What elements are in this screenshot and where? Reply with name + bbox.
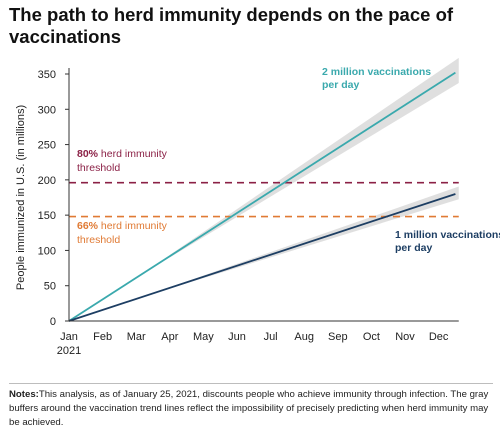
threshold-label-percent: 66% (77, 220, 99, 232)
threshold-label-line2: threshold (77, 234, 120, 246)
series-label-1: per day (322, 79, 360, 91)
line-series-1 (68, 71, 456, 322)
notes: Notes:This analysis, as of January 25, 2… (9, 383, 493, 430)
x-tick-label: Aug (294, 331, 314, 343)
x-tick-label: Nov (395, 331, 415, 343)
notes-text: This analysis, as of January 25, 2021, d… (9, 389, 489, 428)
notes-label: Notes: (9, 389, 39, 400)
y-tick-label: 350 (38, 69, 56, 81)
x-tick-label-year: 2021 (57, 345, 81, 357)
series-lines (68, 71, 456, 322)
threshold-lines (69, 181, 459, 218)
y-tick-label: 0 (50, 316, 56, 328)
series-label-2: per day (395, 242, 433, 254)
x-tick-label: Apr (161, 331, 178, 343)
y-tick-label: 50 (44, 281, 56, 293)
band-series-1 (169, 57, 459, 258)
series-label-2: 1 million vaccinations (395, 229, 500, 241)
threshold-label-line2: threshold (77, 162, 120, 174)
band-series-2 (169, 186, 459, 289)
x-tick-label: Dec (429, 331, 449, 343)
x-tick-label: Sep (328, 331, 348, 343)
x-tick-label: Oct (363, 331, 380, 343)
x-tick-label: Feb (93, 331, 112, 343)
y-axis-title: People immunized in U.S. (in millions) (15, 105, 27, 290)
threshold-label-2: 66% herd immunity (77, 220, 168, 232)
chart-title: The path to herd immunity depends on the… (9, 4, 454, 47)
y-tick-label: 100 (38, 245, 56, 257)
axes: 0 50 100 150 200 250 300 350 Jan 2021 Feb Mar Apr May… (15, 68, 459, 357)
line-series-2 (68, 193, 456, 322)
threshold-label-rest: herd immunity (98, 148, 168, 160)
threshold-label-percent: 80% (77, 148, 99, 160)
y-tick-label: 150 (38, 210, 56, 222)
x-tick-label: Jul (264, 331, 278, 343)
series-label-1: 2 million vaccinations (322, 66, 431, 78)
threshold-label-rest: herd immunity (98, 220, 168, 232)
x-tick-label: May (193, 331, 214, 343)
x-tick-label: Jun (228, 331, 246, 343)
y-tick-label: 300 (38, 104, 56, 116)
y-tick-label: 250 (38, 140, 56, 152)
annotations: 80% herd immunity threshold 66% herd immun… (77, 66, 500, 254)
uncertainty-bands (169, 57, 459, 289)
y-tick-label: 200 (38, 175, 56, 187)
x-tick-label: Mar (127, 331, 146, 343)
chart-area: 0 50 100 150 200 250 300 350 Jan 2021 Feb Mar Apr May… (15, 57, 500, 357)
x-tick-label: Jan (60, 331, 78, 343)
threshold-label-1: 80% herd immunity (77, 148, 168, 160)
